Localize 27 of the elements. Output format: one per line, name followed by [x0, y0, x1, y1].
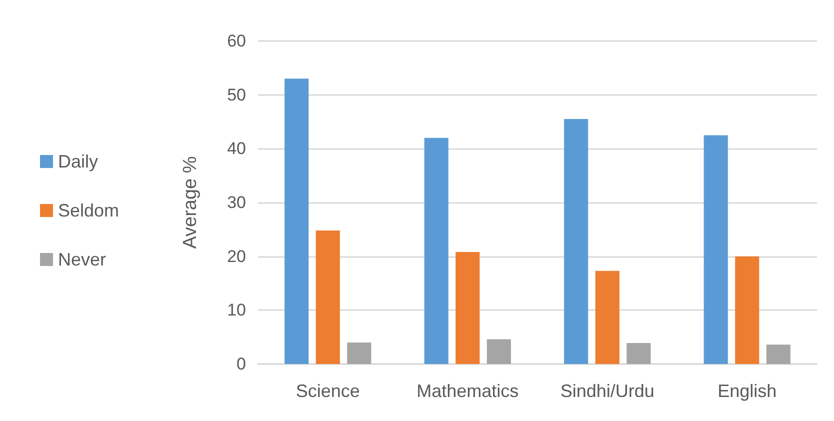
x-tick-label: Mathematics	[416, 381, 519, 401]
x-tick-label: English	[718, 381, 777, 401]
bar	[284, 78, 309, 364]
bar	[704, 135, 728, 364]
y-tick-label: 30	[227, 193, 246, 212]
y-tick-label: 0	[236, 354, 246, 374]
legend-label: Seldom	[58, 200, 120, 220]
bar	[564, 119, 588, 364]
bar	[316, 230, 340, 364]
y-tick-label: 10	[227, 300, 246, 320]
bar	[595, 270, 620, 364]
x-tick-label: Sindhi/Urdu	[560, 381, 654, 401]
y-tick-label: 60	[227, 32, 246, 50]
bar	[424, 138, 448, 364]
legend-label: Daily	[58, 152, 98, 172]
legend-label: Never	[58, 250, 106, 270]
y-tick-label: 40	[227, 139, 246, 158]
bar	[735, 256, 760, 364]
x-tick-label: Science	[296, 381, 360, 401]
bar	[766, 344, 790, 364]
bar	[486, 339, 511, 364]
bar	[626, 343, 651, 364]
y-tick-label: 50	[227, 85, 246, 104]
bar	[347, 342, 372, 364]
y-tick-label: 20	[227, 246, 246, 266]
y-axis-title: Average %	[180, 156, 201, 249]
bar	[456, 252, 480, 364]
